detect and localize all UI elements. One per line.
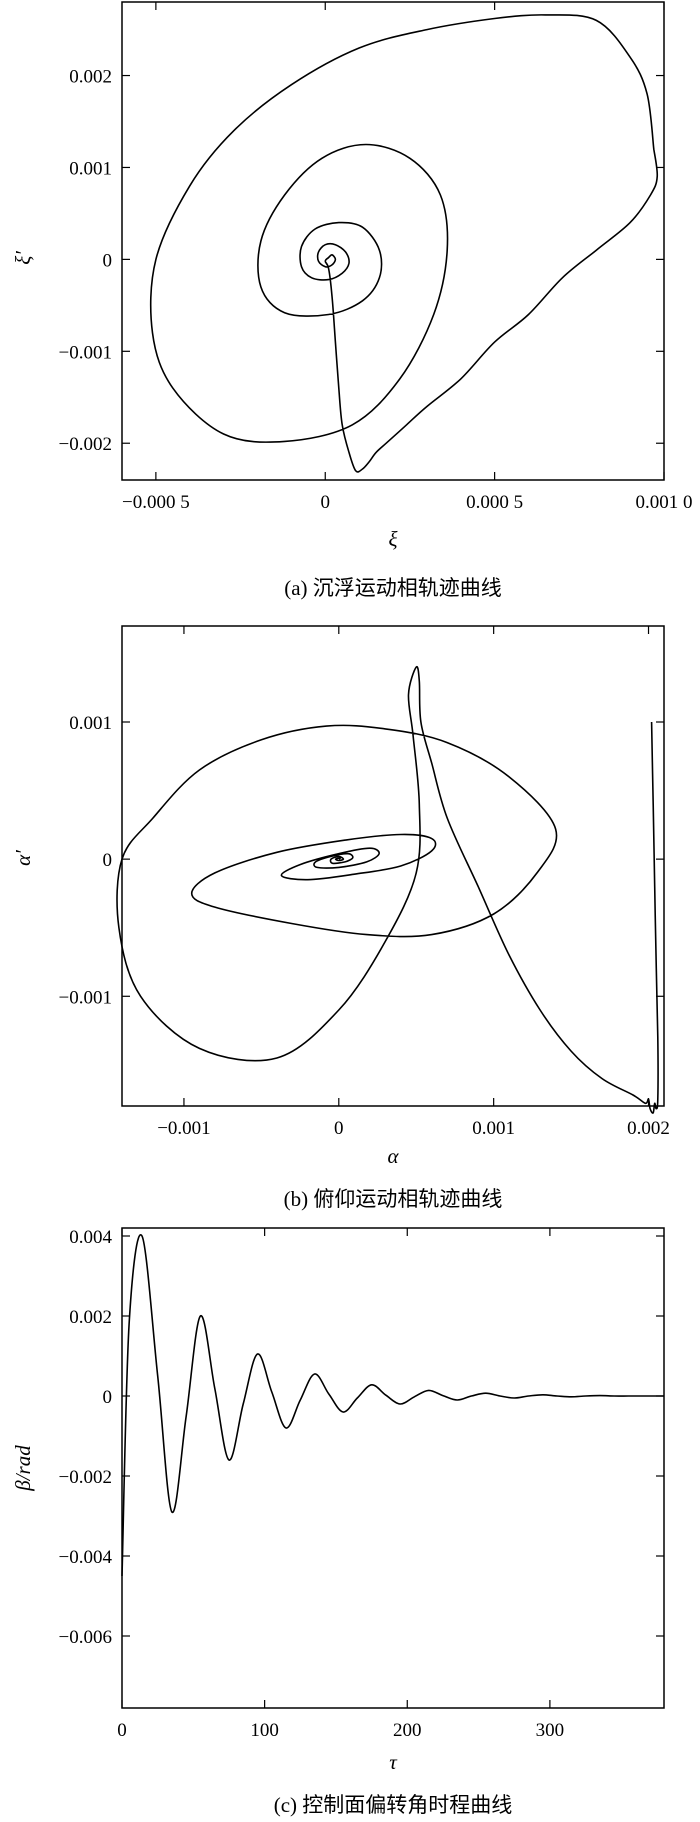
plot-frame-b (121, 625, 665, 1107)
y-tick-label: 0.001 (69, 158, 112, 179)
y-axis-label-a: ξ′ (11, 251, 35, 265)
ticks-a: −0.000 5 0 0.000 5 0.001 0 −0.002 −0.001 0 0.00… (59, 2, 693, 513)
x-tick-label: 0.001 0 (636, 492, 693, 513)
y-tick-label: 0 (103, 250, 113, 271)
x-axis-label-a: ξ (389, 527, 398, 551)
y-axis-label-c: β/rad (11, 1445, 35, 1492)
y-tick-label: −0.002 (59, 1467, 112, 1488)
x-axis-label-b: α (387, 1144, 399, 1168)
x-axis-label-c: τ (389, 1750, 398, 1774)
y-axis-label-b: α′ (11, 850, 35, 866)
x-tick-label: 0.001 (472, 1118, 515, 1139)
y-tick-label: 0.001 (69, 713, 112, 734)
y-tick-label: −0.006 (59, 1627, 112, 1648)
x-tick-label: −0.001 (157, 1118, 210, 1139)
trajectory-a (149, 14, 659, 473)
x-tick-label: 200 (393, 1720, 422, 1741)
x-tick-label: 0 (321, 492, 331, 513)
y-tick-label: 0 (103, 1387, 113, 1408)
ticks-b: −0.001 0 0.001 0.002 −0.001 0 0.001 (59, 626, 670, 1139)
time-history-c (121, 1234, 664, 1577)
phase-portrait-heave: −0.000 5 0 0.000 5 0.001 0 −0.002 −0.001 0 0.00… (11, 1, 693, 600)
y-tick-label: 0.002 (69, 1307, 112, 1328)
x-tick-label: 0.000 5 (466, 492, 523, 513)
x-tick-label: 0 (117, 1720, 127, 1741)
control-deflection-time-history: 0 100 200 300−0.006−0.004−0.00200.0020.004 … (11, 1227, 665, 1817)
caption-c: (c) 控制面偏转角时程曲线 (274, 1793, 513, 1817)
plot-frame-a (121, 1, 665, 481)
ticks-c: 0 100 200 300 −0.006 −0.004 −0.002 0 0.002 0.004 (59, 1227, 664, 1741)
caption-a: (a) 沉浮运动相轨迹曲线 (284, 576, 502, 600)
y-tick-label: 0 (103, 850, 113, 871)
plot-frame-c (121, 1227, 665, 1709)
y-tick-label: −0.001 (59, 987, 112, 1008)
trajectory-b (116, 665, 659, 1114)
caption-b: (b) 俯仰运动相轨迹曲线 (284, 1187, 503, 1211)
y-tick-label: −0.001 (59, 342, 112, 363)
x-tick-label: −0.000 5 (122, 492, 190, 513)
x-tick-label: 0.002 (627, 1118, 670, 1139)
y-tick-label: 0.002 (69, 67, 112, 88)
y-tick-label: 0.004 (69, 1227, 112, 1248)
phase-portrait-pitch: −0.001 0 0.001 0.002 −0.001 0 0.001 α α′ (b) 俯… (11, 625, 670, 1211)
y-tick-label: −0.002 (59, 434, 112, 455)
y-tick-label: −0.004 (59, 1547, 113, 1568)
x-tick-label: 300 (536, 1720, 565, 1741)
x-tick-label: 100 (250, 1720, 279, 1741)
x-tick-label: 0 (334, 1118, 344, 1139)
